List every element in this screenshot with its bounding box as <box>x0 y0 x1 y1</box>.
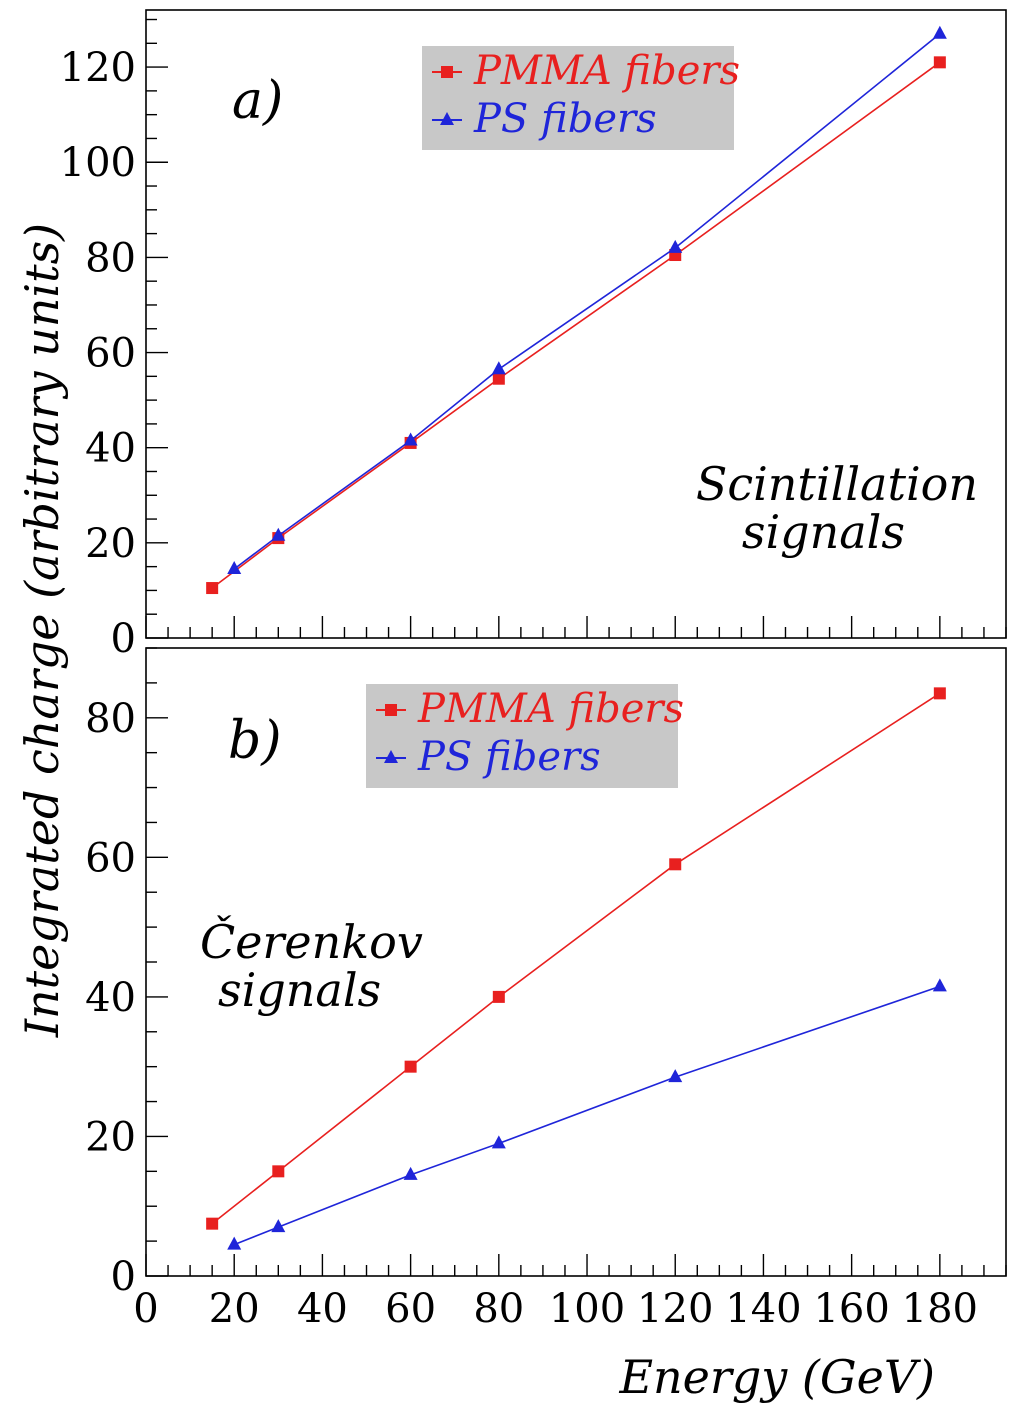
data-point-square <box>669 249 682 262</box>
y-tick-label: 0 <box>111 616 136 662</box>
panel-b-label: b) <box>228 711 282 771</box>
y-tick-label: 120 <box>60 45 136 91</box>
y-tick-label: 0 <box>111 1254 136 1300</box>
legend-b-background <box>366 684 678 788</box>
x-tick-label: 140 <box>725 1286 801 1332</box>
data-point-square <box>669 858 682 871</box>
panel-a-ticks <box>145 18 1007 639</box>
data-point-triangle <box>932 25 947 39</box>
data-point-triangle <box>227 1236 242 1250</box>
y-axis-title: Integrated charge (arbitrary units) <box>15 223 69 1038</box>
x-tick-label: 80 <box>473 1286 524 1332</box>
legend-a-pmma-marker <box>441 66 453 78</box>
data-point-square <box>404 1060 417 1073</box>
panel-a-legend: PMMA fibers PS fibers <box>422 46 740 150</box>
data-point-square <box>272 1165 285 1178</box>
y-tick-label: 60 <box>85 835 136 881</box>
legend-a-background <box>422 46 734 150</box>
data-point-square <box>492 372 505 385</box>
x-tick-label: 0 <box>133 1286 158 1332</box>
series-line <box>211 692 941 1225</box>
legend-b-ps-marker <box>384 750 398 763</box>
panel-b-series <box>206 687 947 1250</box>
panel-b-x-tick-labels: 0 20 40 60 80 100 120 140 160 180 <box>133 1286 978 1332</box>
data-point-triangle <box>491 1135 506 1149</box>
data-point-triangle <box>271 1219 286 1233</box>
panel-b-annotation-line-2: signals <box>218 963 381 1017</box>
panel-b-cerenkov: 0 20 40 60 80 0 20 40 60 80 100 120 140 160 180 PMMA … <box>85 647 1007 1332</box>
x-tick-label: 60 <box>385 1286 436 1332</box>
x-tick-label: 180 <box>902 1286 978 1332</box>
y-tick-label: 40 <box>85 426 136 472</box>
panel-b-annotation-line-1: Čerenkov <box>200 914 423 969</box>
data-point-square <box>933 56 946 69</box>
x-tick-label: 160 <box>813 1286 889 1332</box>
data-point-triangle <box>491 361 506 375</box>
data-point-triangle <box>403 1166 418 1180</box>
legend-b-ps-label: PS fibers <box>417 734 601 780</box>
panel-b-y-tick-labels: 0 20 40 60 80 <box>85 696 136 1300</box>
legend-b-pmma-label: PMMA fibers <box>417 686 684 732</box>
legend-b-pmma-marker <box>385 704 397 716</box>
data-point-triangle <box>227 561 242 575</box>
panel-a-scintillation: 0 20 40 60 80 100 120 PMMA fibers PS fibers a)… <box>60 9 1007 662</box>
series-line <box>233 985 941 1246</box>
series-line <box>211 61 941 589</box>
x-tick-label: 20 <box>209 1286 260 1332</box>
series-line <box>233 33 941 570</box>
panel-a-y-tick-labels: 0 20 40 60 80 100 120 <box>60 45 136 662</box>
y-tick-label: 80 <box>85 235 136 281</box>
y-tick-label: 100 <box>60 140 136 186</box>
panel-b-legend: PMMA fibers PS fibers <box>366 684 684 788</box>
legend-a-pmma-label: PMMA fibers <box>473 48 740 94</box>
legend-a-ps-marker <box>440 112 454 125</box>
data-point-triangle <box>271 527 286 541</box>
panel-b-ticks <box>145 647 1007 1277</box>
data-point-triangle <box>932 978 947 992</box>
y-tick-label: 40 <box>85 975 136 1021</box>
y-tick-label: 20 <box>85 1114 136 1160</box>
data-point-square <box>933 687 946 700</box>
data-point-triangle <box>403 432 418 446</box>
y-tick-label: 80 <box>85 696 136 742</box>
x-tick-label: 100 <box>549 1286 625 1332</box>
panel-a-label: a) <box>232 71 283 131</box>
panel-a-frame <box>145 9 1007 639</box>
legend-a-ps-label: PS fibers <box>473 96 657 142</box>
panel-a-annotation-line-1: Scintillation <box>696 457 978 511</box>
panel-a-series <box>206 25 947 595</box>
x-tick-label: 120 <box>637 1286 713 1332</box>
data-point-triangle <box>668 239 683 253</box>
data-point-square <box>206 582 219 595</box>
x-tick-label: 40 <box>297 1286 348 1332</box>
data-point-square <box>492 990 505 1003</box>
data-point-square <box>206 1217 219 1230</box>
data-point-triangle <box>668 1069 683 1083</box>
y-tick-label: 60 <box>85 331 136 377</box>
panel-a-annotation-line-2: signals <box>742 505 905 559</box>
x-axis-title: Energy (GeV) <box>618 1350 935 1403</box>
y-tick-label: 20 <box>85 521 136 567</box>
